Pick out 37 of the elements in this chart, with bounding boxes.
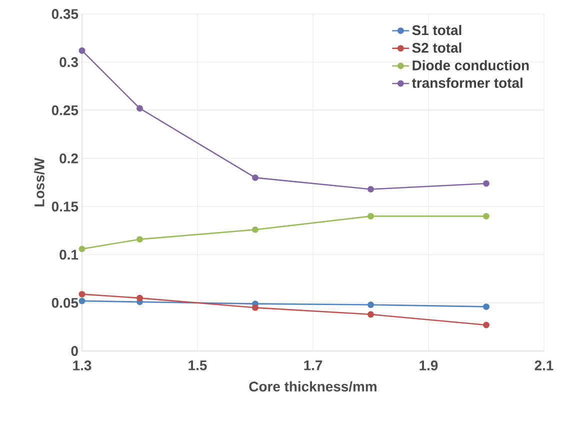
y-tick-label: 0	[71, 346, 78, 356]
point	[78, 290, 86, 298]
point	[252, 174, 258, 181]
point	[483, 212, 490, 220]
point	[252, 304, 258, 311]
x-axis-title: Core thickness/mm	[249, 381, 376, 392]
point	[368, 186, 374, 192]
y-tick-label: 0.35	[52, 9, 78, 19]
point	[78, 298, 86, 304]
legend-label: S2 total	[412, 42, 462, 53]
y-tick-label: 0.25	[52, 105, 78, 116]
legend-label: S1 total	[412, 24, 462, 36]
point	[78, 47, 86, 54]
y-tick-label: 0.2	[60, 153, 78, 164]
x-tick-label: 1.7	[304, 360, 322, 370]
y-tick-label: 0.05	[52, 298, 78, 308]
y-tick-label: 0.1	[60, 250, 78, 260]
point	[483, 322, 490, 328]
point	[252, 226, 258, 233]
point	[483, 303, 490, 310]
y-tick-label: 0.15	[52, 202, 78, 212]
x-tick-label: 1.5	[188, 360, 207, 370]
x-tick-label: 2.1	[534, 360, 554, 370]
x-tick-label: 1.9	[420, 360, 438, 370]
point	[78, 246, 86, 252]
x-tick-label: 1.3	[73, 360, 92, 370]
point	[136, 236, 143, 243]
point	[368, 212, 374, 220]
point	[136, 105, 143, 112]
legend-label: Diode conduction	[412, 60, 529, 70]
legend-label: transformer total	[412, 78, 522, 88]
y-axis-title: Loss/W	[34, 158, 44, 206]
point	[368, 302, 374, 308]
point	[368, 311, 374, 318]
y-tick-label: 0.3	[60, 57, 78, 68]
point	[136, 294, 143, 302]
point	[483, 180, 490, 187]
